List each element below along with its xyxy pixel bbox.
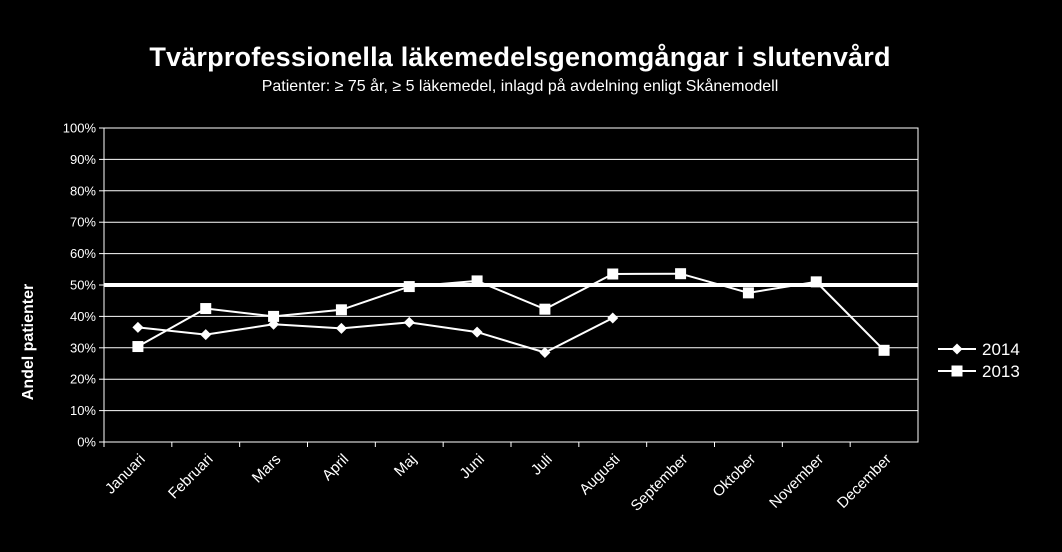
x-tick-label: Juni [456, 451, 487, 482]
y-tick-label: 90% [70, 152, 96, 167]
data-point [335, 304, 347, 316]
data-point [539, 303, 551, 315]
data-point [268, 318, 280, 330]
data-point [607, 312, 619, 324]
y-tick-label: 70% [70, 215, 96, 230]
data-point [951, 343, 963, 355]
legend-label: 2013 [982, 362, 1020, 381]
x-tick-label: Juli [528, 451, 556, 479]
x-tick-label: April [319, 451, 352, 484]
series-line [137, 272, 885, 352]
x-tick-label: Januari [102, 451, 149, 498]
data-point [675, 268, 687, 280]
series-group [132, 268, 890, 359]
x-tick-label: Augusti [576, 451, 623, 498]
x-tick-label: September [628, 451, 692, 515]
gridlines [99, 127, 919, 447]
y-tick-label: 100% [63, 121, 97, 136]
y-tick-label: 20% [70, 372, 96, 387]
y-tick-label: 80% [70, 183, 96, 198]
data-point [878, 344, 890, 356]
y-tick-label: 50% [70, 278, 96, 293]
y-tick-label: 10% [70, 403, 96, 418]
series-2013 [132, 268, 890, 356]
data-point [471, 326, 483, 338]
x-tick-label: November [766, 451, 827, 512]
chart-subtitle: Patienter: ≥ 75 år, ≥ 5 läkemedel, inlag… [261, 78, 779, 95]
y-axis-ticks: 0% 10% 20% 30% 40% 50% 60% 70% 80% 90% 100% [63, 121, 97, 450]
y-tick-label: 0% [77, 435, 96, 450]
series-line [137, 317, 614, 354]
y-tick-label: 60% [70, 246, 96, 261]
x-tick-label: Oktober [709, 451, 759, 501]
x-tick-label: Februari [165, 451, 217, 503]
x-tick-label: Mars [249, 451, 285, 487]
data-point [607, 268, 619, 280]
series-2014 [132, 312, 619, 359]
x-tick-label: Maj [391, 451, 420, 480]
data-point [810, 276, 822, 288]
data-point [951, 365, 963, 377]
data-point [335, 322, 347, 334]
data-point [268, 310, 280, 322]
x-tick-label: December [834, 451, 895, 512]
x-axis-ticks: Januari Februari Mars April Maj Juni Juli Augus… [102, 451, 895, 515]
data-point [132, 341, 144, 353]
data-point [403, 316, 415, 328]
data-point [132, 321, 144, 333]
data-point [539, 347, 551, 359]
legend: 2014 2013 [938, 340, 1020, 381]
y-tick-label: 30% [70, 340, 96, 355]
y-tick-label: 40% [70, 309, 96, 324]
data-point [471, 275, 483, 287]
data-point [200, 329, 212, 341]
data-point [200, 303, 212, 315]
data-point [403, 281, 415, 293]
legend-label: 2014 [982, 340, 1020, 359]
data-point [742, 287, 754, 299]
chart-title: Tvärprofessionella läkemedelsgenomgångar… [149, 42, 891, 72]
y-axis-label: Andel patienter [20, 284, 37, 400]
